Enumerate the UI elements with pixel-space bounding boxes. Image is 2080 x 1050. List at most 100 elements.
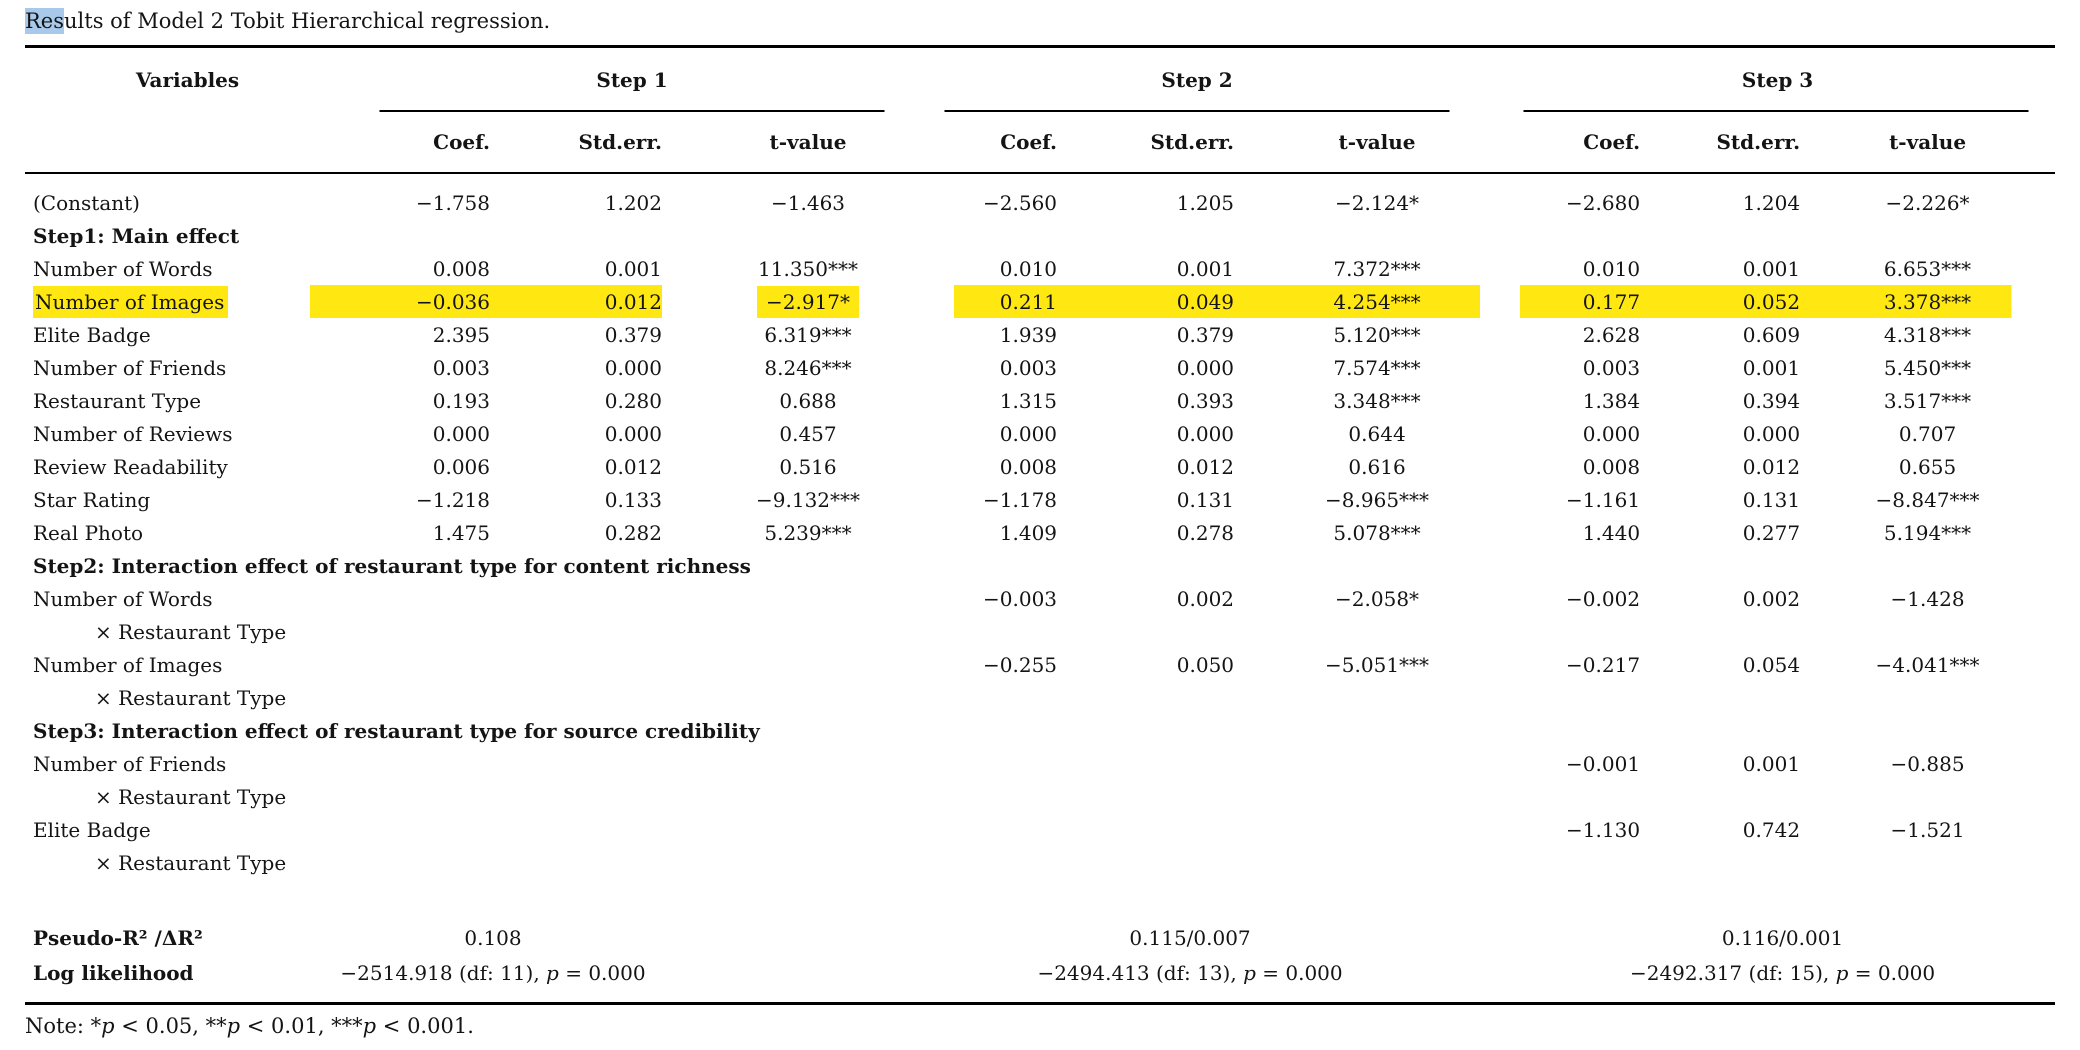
log-likelihood-step1: −2514.918 (df: 11), p = 0.000 <box>310 954 955 1005</box>
interaction-sub-row: × Restaurant Type <box>25 615 2055 648</box>
cell-value: 0.211 <box>954 285 1058 318</box>
cell-value: −4.041*** <box>1875 652 1980 677</box>
cell-value: 0.000 <box>999 421 1058 446</box>
cell-value: −5.051*** <box>1325 652 1430 677</box>
cell-value <box>662 747 954 780</box>
cell-value: 0.006 <box>432 454 490 479</box>
cell-value <box>1234 615 1520 648</box>
step1-stderr-header: Std.err. <box>490 112 662 174</box>
cell-value: −1.758 <box>415 190 490 215</box>
step2-coef-header: Coef. <box>954 112 1058 174</box>
cell-value: 0.742 <box>1742 817 1801 842</box>
cell-value: 0.177 <box>1520 285 1641 318</box>
cell-value: 0.003 <box>432 355 490 380</box>
step3-tvalue-header: t-value <box>1800 112 2056 174</box>
cell-value: −2.917* <box>662 285 954 318</box>
cell-value <box>490 615 662 648</box>
cell-value: 0.394 <box>1742 388 1801 413</box>
cell-value <box>490 681 662 714</box>
cell-value <box>1520 681 1640 714</box>
text-selection-highlight: Res <box>25 8 65 34</box>
cell-value <box>1520 780 1640 813</box>
cell-value: 1.205 <box>1176 190 1235 215</box>
cell-value: −8.965*** <box>1325 487 1430 512</box>
cell-value: −0.255 <box>983 652 1058 677</box>
step2-stderr-header: Std.err. <box>1057 112 1235 174</box>
table-row: Restaurant Type 0.193 0.280 0.688 1.315 0.393… <box>25 384 2055 417</box>
row-label: Restaurant Type <box>33 388 202 413</box>
cell-value <box>954 681 1057 714</box>
cell-value <box>1800 615 2055 648</box>
cell-value <box>310 780 490 813</box>
section-label: Step2: Interaction effect of restaurant … <box>33 553 751 578</box>
row-label: Number of Images <box>33 652 223 677</box>
cell-value: 0.008 <box>1582 454 1641 479</box>
row-label: Number of Words <box>33 586 213 611</box>
cell-value: 0.001 <box>1742 256 1801 281</box>
cell-value: −2.226* <box>1885 190 1970 215</box>
cell-value: 0.707 <box>1898 421 1957 446</box>
cell-value: 0.002 <box>1176 586 1235 611</box>
table-row: Number of Images −0.255 0.050 −5.051*** −0.2… <box>25 648 2055 681</box>
row-label: Number of Words <box>33 256 213 281</box>
cell-value: 0.000 <box>604 421 662 446</box>
cell-value <box>1057 780 1234 813</box>
cell-value <box>1234 747 1520 780</box>
cell-value: 0.000 <box>432 421 490 446</box>
cell-value: 1.440 <box>1582 520 1641 545</box>
cell-value: 1.315 <box>999 388 1058 413</box>
cell-value: −8.847*** <box>1875 487 1980 512</box>
cell-value <box>662 582 954 615</box>
cell-value <box>490 846 662 879</box>
cell-value: −0.036 <box>310 285 490 318</box>
step2-tvalue-header: t-value <box>1234 112 1521 174</box>
cell-value: 1.204 <box>1742 190 1801 215</box>
cell-value: 0.282 <box>604 520 662 545</box>
cell-value: −1.218 <box>415 487 490 512</box>
cell-value: 3.517*** <box>1883 388 1972 413</box>
cell-value <box>490 747 662 780</box>
cell-value: −0.217 <box>1566 652 1641 677</box>
cell-value: 0.133 <box>604 487 662 512</box>
cell-value: −0.001 <box>1566 751 1641 776</box>
step3-header: Step 3 <box>1520 45 2056 112</box>
cell-value: −1.161 <box>1566 487 1641 512</box>
cell-value <box>490 780 662 813</box>
step1-header: Step 1 <box>310 45 955 112</box>
row-label: Number of Friends <box>33 751 227 776</box>
cell-value <box>662 648 954 681</box>
cell-value <box>310 846 490 879</box>
cell-value <box>1234 780 1520 813</box>
empty-header-cell <box>25 112 310 174</box>
cell-value: 4.318*** <box>1883 322 1972 347</box>
row-label: Number of Images <box>25 285 310 318</box>
cell-value: −0.885 <box>1890 751 1965 776</box>
cell-value: 0.001 <box>1176 256 1235 281</box>
cell-value: 0.012 <box>490 285 662 318</box>
table-row: (Constant) −1.758 1.202 −1.463 −2.560 1.205 −2… <box>25 173 2055 219</box>
cell-value: 8.246*** <box>764 355 852 380</box>
pseudo-r2-step1: 0.108 <box>464 925 522 950</box>
row-label: Number of Reviews <box>33 421 233 446</box>
interaction-sub-row: × Restaurant Type <box>25 780 2055 813</box>
caption-text: ults of Model 2 Tobit Hierarchical regre… <box>64 9 551 33</box>
table-row: Elite Badge 2.395 0.379 6.319*** 1.939 0.379 5… <box>25 318 2055 351</box>
cell-value <box>1640 681 1800 714</box>
cell-value: 1.475 <box>432 520 490 545</box>
table-row: Number of Words 0.008 0.001 11.350*** 0.010 0… <box>25 252 2055 285</box>
cell-value: 0.000 <box>604 355 662 380</box>
cell-value: 0.277 <box>1742 520 1801 545</box>
cell-value <box>1234 813 1520 846</box>
interaction-sub-row: × Restaurant Type <box>25 681 2055 714</box>
cell-value <box>1800 681 2055 714</box>
cell-value <box>490 813 662 846</box>
cell-value: 0.050 <box>1176 652 1235 677</box>
table-row: Number of Reviews 0.000 0.000 0.457 0.000 0.0… <box>25 417 2055 450</box>
cell-value: 6.319*** <box>764 322 852 347</box>
cell-value <box>1640 846 1800 879</box>
cell-value: 0.012 <box>604 454 662 479</box>
cell-value: 5.078*** <box>1333 520 1421 545</box>
cell-value <box>1520 846 1640 879</box>
step1-tvalue-header: t-value <box>662 112 955 174</box>
cell-value: 0.516 <box>779 454 837 479</box>
